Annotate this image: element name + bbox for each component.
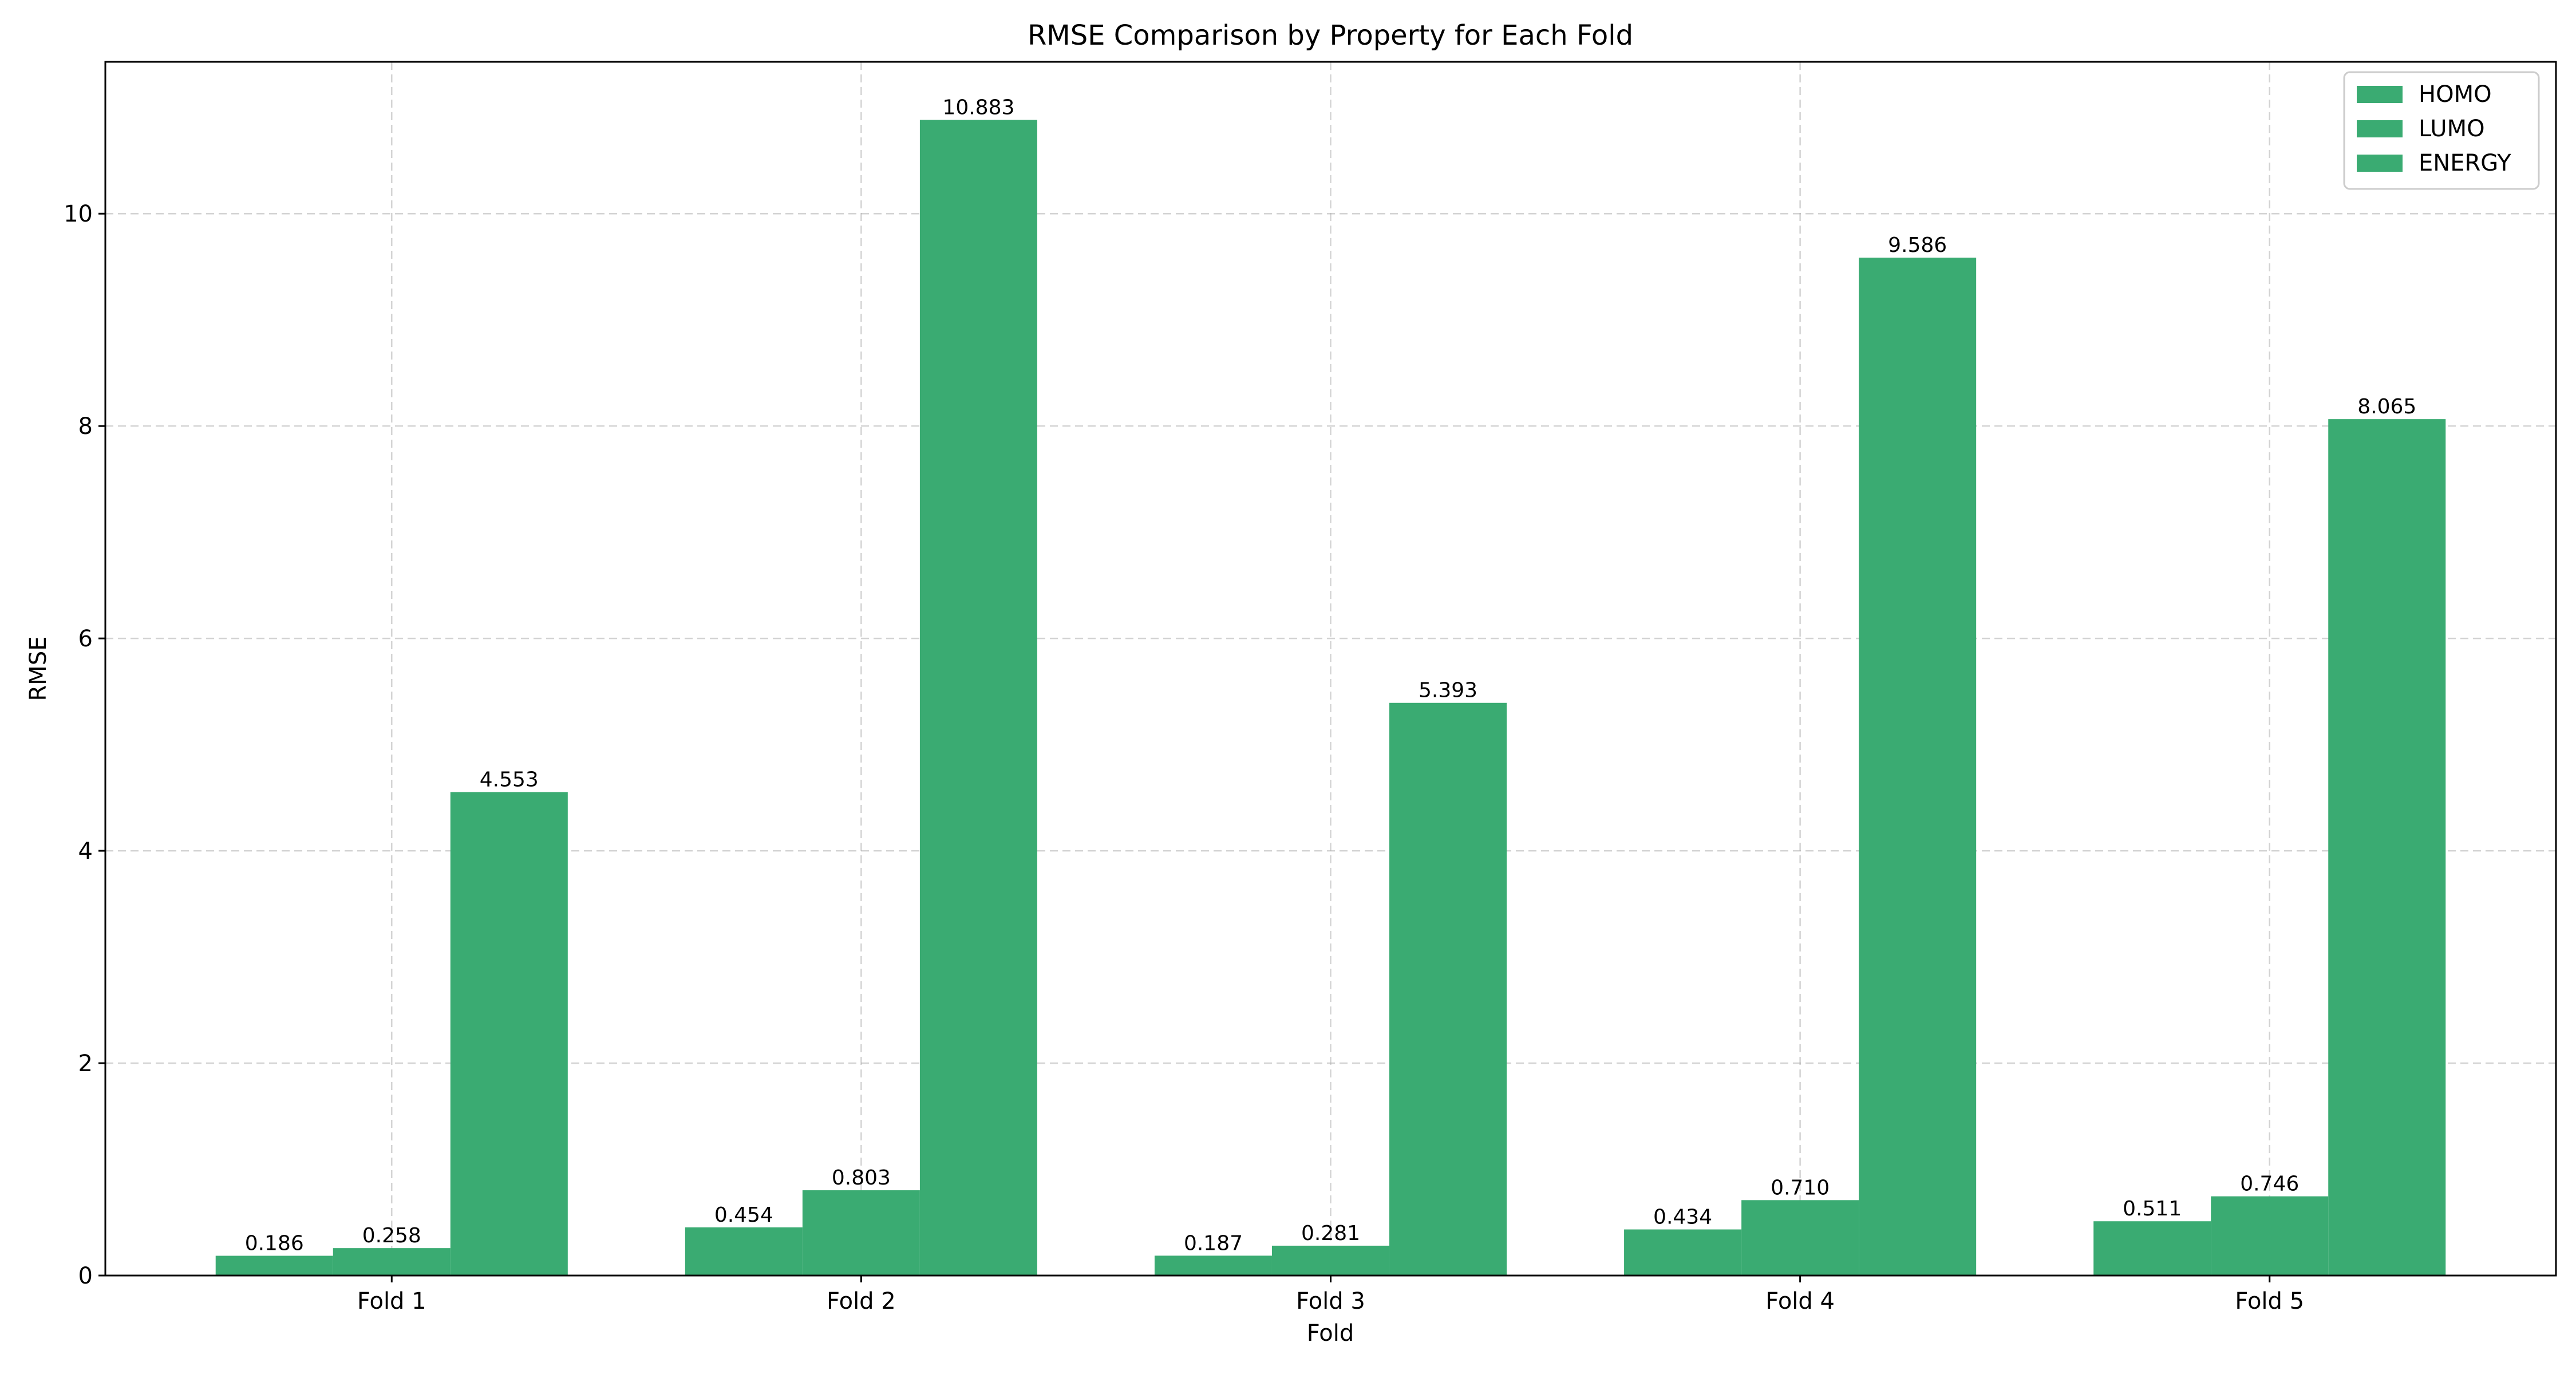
y-tick-label: 6 [78,626,93,652]
bar-lumo [1271,1245,1390,1276]
bar-value-label: 8.065 [2357,395,2416,418]
legend-swatch [2357,155,2403,172]
bar-energy [1859,258,1977,1276]
x-tick-label: Fold 2 [827,1288,896,1314]
bar-value-label: 4.553 [480,768,539,792]
bar-value-label: 0.434 [1653,1206,1712,1229]
x-axis: Fold 1 Fold 2 Fold 3 Fold 4 Fold 5 [357,1276,2304,1314]
y-axis: 0 2 4 6 8 10 [64,201,105,1289]
bar-value-label: 0.454 [714,1203,773,1227]
bar-value-label: 0.281 [1301,1222,1360,1245]
bar-value-label: 10.883 [942,96,1014,119]
legend-swatch [2357,86,2403,103]
bar-homo [2093,1221,2211,1276]
bar-value-label: 0.511 [2123,1197,2182,1221]
bar-value-label: 0.258 [362,1224,421,1247]
y-tick-label: 8 [78,413,93,440]
x-axis-label: Fold [1307,1320,1354,1347]
bar-energy [1389,702,1507,1276]
x-tick-label: Fold 3 [1296,1288,1365,1314]
bar-homo [1624,1229,1742,1276]
legend-label: ENERGY [2419,150,2511,176]
bars-layer [215,120,2446,1276]
bar-lumo [1741,1200,1859,1276]
bar-homo [215,1255,333,1276]
x-tick-label: Fold 5 [2235,1288,2304,1314]
bar-energy [450,792,568,1276]
bar-value-label: 0.186 [245,1232,304,1255]
bar-value-label: 9.586 [1888,234,1947,257]
bar-lumo [802,1190,920,1276]
legend-swatch [2357,120,2403,137]
y-tick-label: 0 [78,1263,93,1289]
bar-energy [919,120,1037,1276]
bar-value-label: 5.393 [1419,679,1477,702]
y-axis-label: RMSE [25,637,52,701]
bar-value-label: 0.710 [1771,1176,1830,1199]
bar-value-label: 0.187 [1184,1231,1243,1255]
bar-value-label: 0.746 [2240,1172,2299,1196]
y-tick-label: 2 [78,1051,93,1077]
bar-homo [1154,1255,1272,1276]
value-labels-layer: 0.186 0.454 0.187 0.434 0.511 0.258 0.803 0.281… [245,96,2417,1255]
y-tick-label: 4 [78,838,93,864]
chart-title: RMSE Comparison by Property for Each Fol… [1028,19,1633,52]
bar-value-label: 0.803 [832,1166,891,1190]
x-tick-label: Fold 4 [1765,1288,1835,1314]
x-tick-label: Fold 1 [357,1288,426,1314]
bar-lumo [333,1248,451,1276]
bar-homo [685,1227,803,1276]
legend-label: HOMO [2419,81,2492,108]
legend-label: LUMO [2419,116,2485,142]
legend: HOMO LUMO ENERGY [2343,71,2540,190]
y-tick-label: 10 [64,201,93,227]
bar-lumo [2211,1196,2329,1276]
bar-energy [2328,419,2446,1276]
